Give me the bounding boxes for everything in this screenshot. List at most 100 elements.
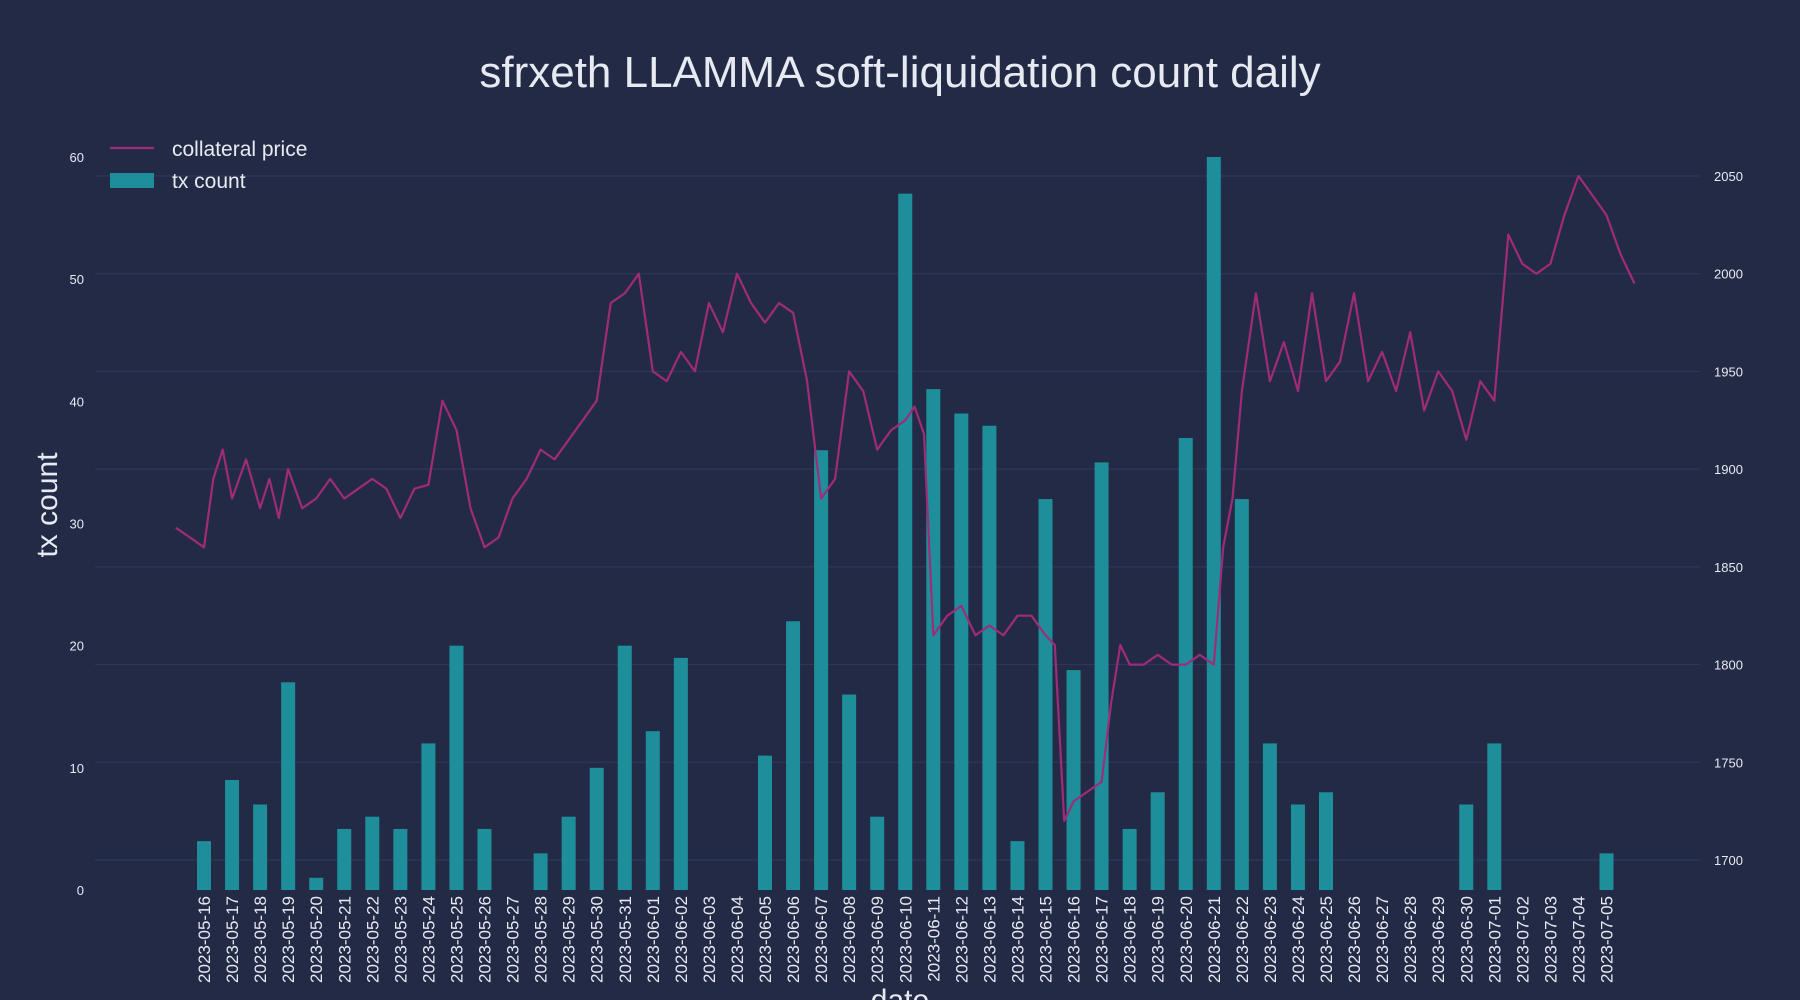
bar-2023-05-20: [309, 877, 324, 890]
x-tick-label: 2023-06-22: [1233, 896, 1252, 983]
x-tick-label: 2023-05-18: [251, 896, 270, 983]
x-tick-label: 2023-06-03: [700, 896, 719, 983]
bar-2023-06-06: [786, 621, 801, 890]
x-tick-label: 2023-06-18: [1121, 896, 1140, 983]
bar-2023-06-30: [1459, 804, 1474, 890]
bar-2023-06-18: [1122, 828, 1137, 890]
x-axis-label: date: [871, 984, 929, 1000]
collateral-price-line: [175, 174, 1636, 822]
x-tick-label: 2023-06-06: [784, 896, 803, 983]
x-tick-label: 2023-07-03: [1541, 896, 1560, 983]
bar-2023-05-16: [197, 841, 211, 890]
bar-2023-06-10: [898, 193, 913, 890]
bar-2023-05-22: [365, 816, 380, 890]
x-tick-label: 2023-07-04: [1569, 896, 1588, 983]
y-tick-label: 30: [70, 517, 84, 532]
chart-title: sfrxeth LLAMMA soft-liquidation count da…: [479, 48, 1320, 97]
y-tick-label: 40: [70, 394, 84, 409]
x-tick-label: 2023-05-19: [279, 896, 298, 983]
y-tick-label: 0: [77, 883, 84, 898]
bar-2023-05-30: [589, 767, 604, 890]
x-tick-label: 2023-06-11: [924, 896, 943, 982]
x-tick-label: 2023-06-30: [1457, 896, 1476, 983]
bar-2023-06-11: [926, 389, 941, 890]
x-tick-label: 2023-06-02: [672, 896, 691, 983]
bar-2023-05-23: [393, 828, 408, 890]
legend-label-tx-count: tx count: [172, 170, 246, 193]
x-tick-label: 2023-05-20: [307, 896, 326, 983]
x-tick-label: 2023-07-02: [1513, 896, 1532, 983]
bar-2023-06-15: [1038, 499, 1053, 890]
grid: [95, 175, 1700, 861]
bar-2023-07-01: [1487, 743, 1502, 890]
legend-label-collateral-price: collateral price: [172, 138, 307, 161]
x-tick-label: 2023-06-07: [812, 896, 831, 983]
x-tick-label: 2023-06-13: [980, 896, 999, 983]
x-tick-label: 2023-06-04: [728, 896, 747, 983]
x-tick-label: 2023-06-19: [1149, 896, 1168, 983]
x-tick-label: 2023-06-09: [868, 896, 887, 983]
bar-2023-06-01: [645, 731, 660, 890]
bar-2023-06-19: [1150, 792, 1165, 890]
bar-2023-06-22: [1234, 499, 1249, 890]
y2-tick-label: 1750: [1714, 755, 1743, 770]
bar-2023-05-17: [225, 780, 240, 890]
bars: [197, 157, 1614, 890]
x-axis: 2023-05-16 2023-05-17 2023-05-18 2023-05-19…: [195, 896, 1617, 983]
x-tick-label: 2023-05-23: [391, 896, 410, 983]
bar-2023-06-09: [870, 816, 885, 890]
x-tick-label: 2023-06-10: [896, 896, 915, 983]
bar-2023-05-31: [617, 645, 632, 890]
bar-2023-05-25: [449, 645, 464, 890]
x-tick-label: 2023-05-16: [195, 896, 214, 983]
x-tick-label: 2023-06-12: [952, 896, 971, 983]
bar-2023-06-23: [1262, 743, 1277, 890]
y-tick-label: 60: [70, 150, 84, 165]
x-tick-label: 2023-06-15: [1037, 896, 1056, 983]
x-tick-label: 2023-07-05: [1598, 896, 1617, 983]
y2-tick-label: 1700: [1714, 853, 1743, 868]
y2-tick-label: 1850: [1714, 560, 1743, 575]
legend-swatch-tx-count: [110, 173, 154, 188]
bar-2023-05-29: [561, 816, 576, 890]
bar-2023-06-08: [842, 694, 857, 890]
y2-tick-label: 1950: [1714, 364, 1743, 379]
bar-2023-05-21: [337, 828, 352, 890]
x-tick-label: 2023-06-14: [1008, 896, 1027, 983]
bar-2023-05-28: [533, 853, 548, 890]
bar-2023-06-14: [1010, 841, 1025, 890]
bar-2023-06-17: [1094, 462, 1109, 890]
bar-2023-06-12: [954, 413, 969, 890]
x-tick-label: 2023-05-28: [532, 896, 551, 983]
x-tick-label: 2023-06-05: [756, 896, 775, 983]
x-tick-label: 2023-06-16: [1065, 896, 1084, 983]
x-tick-label: 2023-06-28: [1401, 896, 1420, 983]
x-tick-label: 2023-05-26: [476, 896, 495, 983]
bar-2023-06-02: [673, 657, 688, 890]
x-tick-label: 2023-06-01: [644, 896, 663, 983]
bar-2023-06-07: [814, 450, 829, 890]
x-tick-label: 2023-06-24: [1289, 896, 1308, 983]
y2-tick-label: 1900: [1714, 462, 1743, 477]
x-tick-label: 2023-06-17: [1093, 896, 1112, 983]
y-axis-left: 0 10 20 30 40 50 60: [70, 150, 84, 898]
x-tick-label: 2023-06-20: [1177, 896, 1196, 983]
bar-2023-07-05: [1599, 853, 1614, 890]
x-tick-label: 2023-06-27: [1373, 896, 1392, 983]
x-tick-label: 2023-05-29: [560, 896, 579, 983]
bar-2023-06-24: [1290, 804, 1305, 890]
y-tick-label: 10: [70, 761, 84, 776]
legend: collateral price tx count: [110, 138, 307, 193]
x-tick-label: 2023-05-24: [419, 896, 438, 983]
x-tick-label: 2023-06-25: [1317, 896, 1336, 983]
y2-tick-label: 2000: [1714, 267, 1743, 282]
y-axis-right: 1700 1750 1800 1850 1900 1950 2000 2050: [1714, 169, 1743, 868]
y2-tick-label: 2050: [1714, 169, 1743, 184]
x-tick-label: 2023-05-21: [335, 896, 354, 983]
x-tick-label: 2023-06-29: [1429, 896, 1448, 983]
bar-2023-05-19: [281, 682, 296, 890]
bar-2023-06-21: [1206, 157, 1221, 890]
y-tick-label: 20: [70, 639, 84, 654]
x-tick-label: 2023-06-08: [840, 896, 859, 983]
